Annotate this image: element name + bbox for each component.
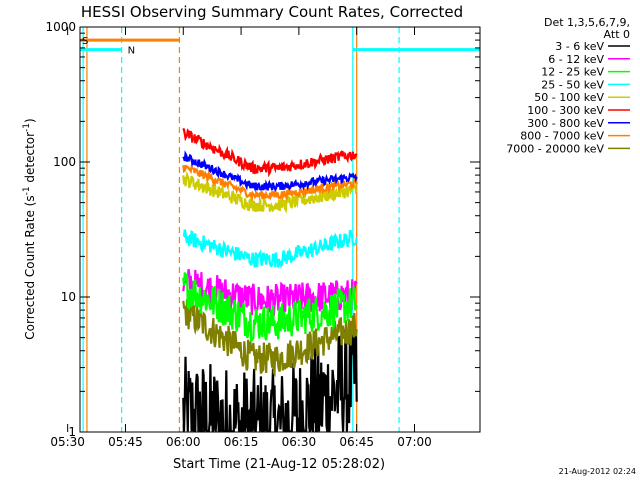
axes-frame (79, 26, 481, 433)
series-line-12-25keV (182, 272, 358, 342)
x-axis-label: Start Time (21-Aug-12 05:28:02) (173, 457, 385, 472)
y-tick-label: 1 (68, 425, 76, 439)
series-line-3-6keV (182, 321, 358, 432)
y-axis-label-mid: detector (23, 132, 37, 187)
series-line-800-7000keV (182, 163, 358, 202)
y-axis-label-sup2: -1 (22, 123, 32, 132)
legend-header-attenuator: Att 0 (604, 28, 630, 41)
flag-label: S (82, 36, 88, 47)
y-tick-label: 10 (61, 290, 76, 304)
y-axis-label-end: ) (23, 118, 37, 123)
flag-label: N (128, 46, 135, 57)
legend-header-detectors: Det 1,3,5,6,7,9, (544, 16, 630, 29)
plot-timestamp: 21-Aug-2012 02:24 (559, 467, 636, 476)
series-line-7000-20000keV (182, 299, 358, 378)
legend-label: 300 - 800 keV (527, 117, 604, 130)
y-tick-label: 1000 (45, 20, 76, 34)
series-line-100-300keV (182, 127, 358, 178)
x-tick-label: 06:45 (339, 435, 374, 449)
legend-label: 6 - 12 keV (548, 53, 604, 66)
legend-label: 50 - 100 keV (534, 91, 604, 104)
y-axis-label: Corrected Count Rate (s-1 detector-1) (22, 118, 37, 339)
series-line-25-50keV (182, 229, 358, 270)
legend-label: 800 - 7000 keV (520, 130, 604, 143)
y-axis-label-main: Corrected Count Rate (s (23, 195, 37, 339)
axes: 05:30 05:45 06:00 06:15 06:30 06:45 07:00 1 10 10… (45, 20, 481, 449)
x-tick-label: 06:30 (282, 435, 317, 449)
chart-title: HESSI Observing Summary Count Rates, Cor… (81, 3, 463, 21)
y-tick-label: 100 (53, 155, 76, 169)
legend-label: 12 - 25 keV (541, 66, 604, 79)
x-tick-label: 06:00 (166, 435, 201, 449)
chart-marks (80, 27, 480, 432)
legend-label: 25 - 50 keV (541, 78, 604, 91)
y-axis-label-sup1: -1 (22, 186, 32, 195)
x-tick-label: 05:30 (50, 435, 85, 449)
series-line-50-100keV (182, 171, 358, 214)
legend-label: 7000 - 20000 keV (506, 142, 604, 155)
series-line-300-800keV (182, 150, 358, 193)
x-tick-label: 06:15 (224, 435, 259, 449)
x-tick-label: 05:45 (108, 435, 143, 449)
legend-label: 3 - 6 keV (555, 40, 604, 53)
x-tick-label: 07:00 (397, 435, 432, 449)
legend-label: 100 - 300 keV (527, 104, 604, 117)
